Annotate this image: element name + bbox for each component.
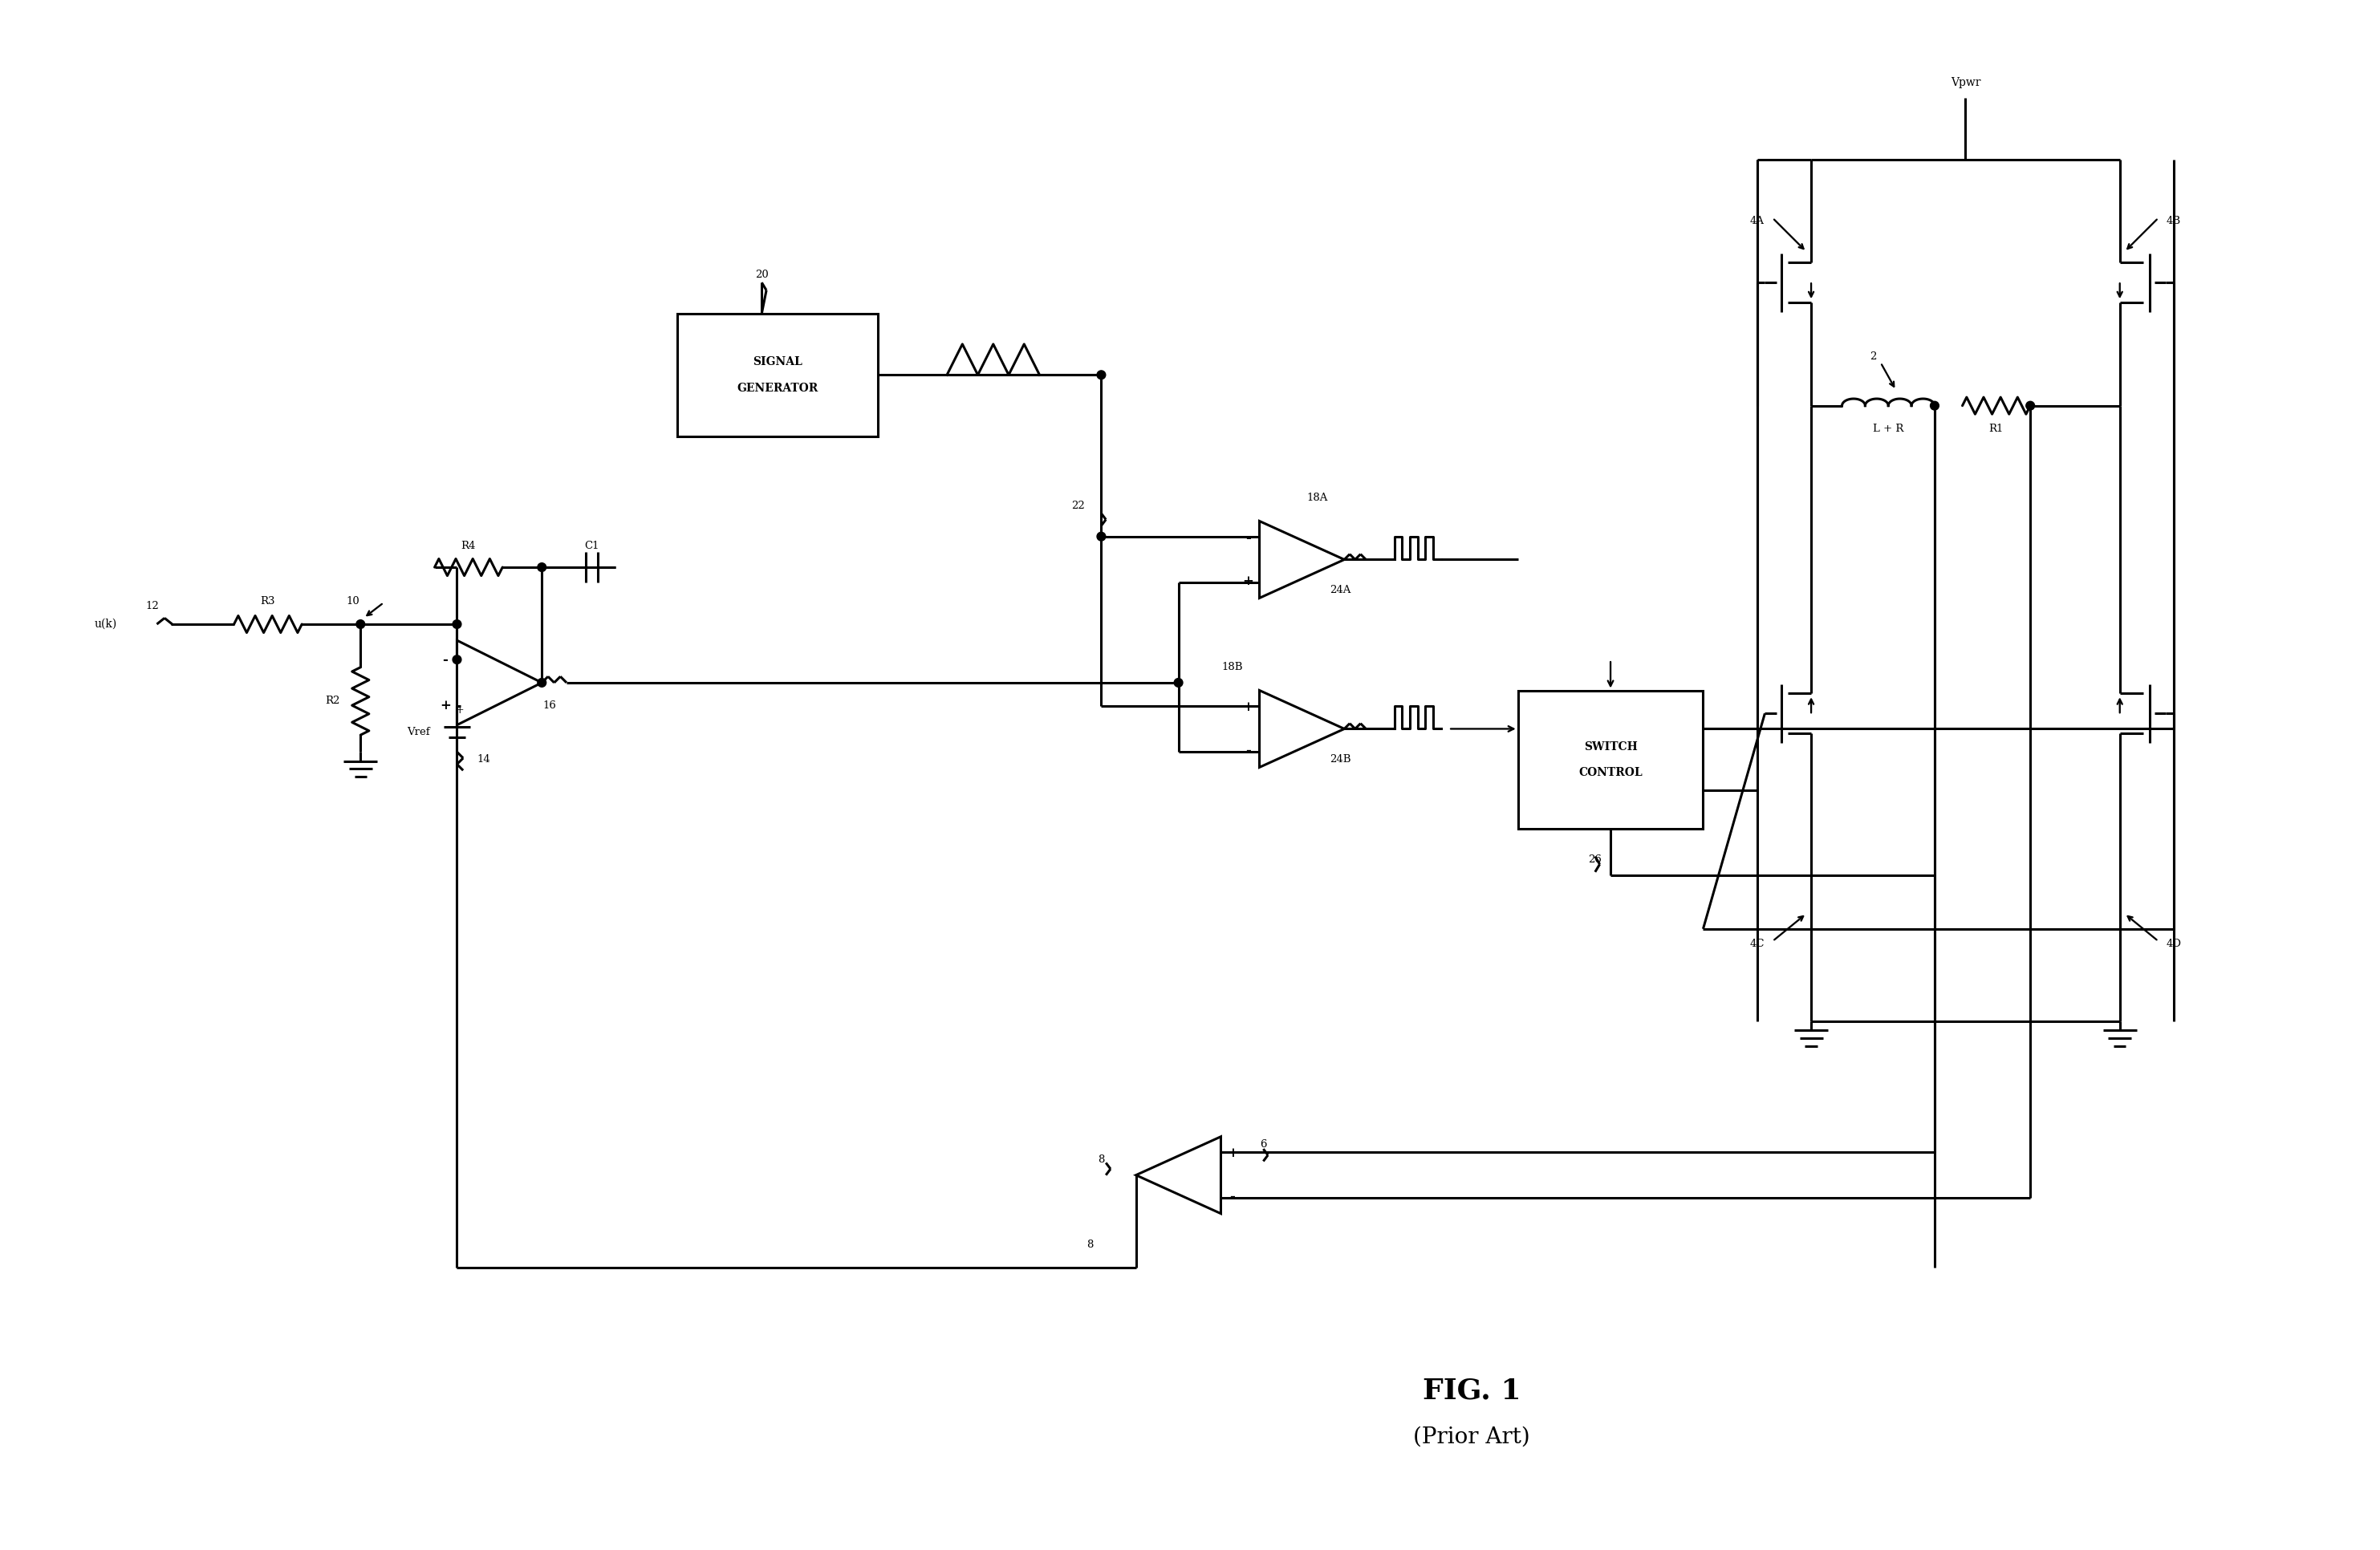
- Text: GENERATOR: GENERATOR: [735, 383, 819, 394]
- Text: 18B: 18B: [1221, 662, 1242, 673]
- Text: C1: C1: [585, 541, 600, 550]
- Text: +: +: [1242, 575, 1254, 587]
- Text: +: +: [440, 699, 450, 713]
- Circle shape: [357, 620, 364, 628]
- Circle shape: [2025, 401, 2035, 411]
- Text: 24B: 24B: [1330, 755, 1352, 764]
- Text: 10: 10: [345, 595, 359, 606]
- FancyBboxPatch shape: [676, 313, 878, 437]
- Circle shape: [1097, 370, 1107, 380]
- Text: 4C: 4C: [1749, 939, 1764, 950]
- Text: 16: 16: [543, 701, 557, 711]
- Text: +: +: [1242, 701, 1254, 715]
- Text: -: -: [1245, 744, 1250, 758]
- Text: u(k): u(k): [95, 618, 117, 629]
- Text: 4B: 4B: [2166, 215, 2180, 226]
- Circle shape: [1097, 532, 1107, 541]
- Circle shape: [1173, 679, 1183, 687]
- Text: R4: R4: [462, 541, 476, 550]
- Text: SWITCH: SWITCH: [1583, 741, 1637, 752]
- Text: +: +: [457, 705, 464, 716]
- Text: 8: 8: [1085, 1238, 1092, 1249]
- Circle shape: [452, 656, 462, 663]
- Text: Vref: Vref: [407, 727, 431, 738]
- Text: R2: R2: [326, 696, 340, 707]
- Text: 20: 20: [754, 270, 769, 281]
- Circle shape: [452, 620, 462, 628]
- Text: R1: R1: [1990, 423, 2004, 434]
- Text: 4D: 4D: [2166, 939, 2182, 950]
- Text: L + R: L + R: [1873, 423, 1904, 434]
- Circle shape: [1930, 401, 1940, 411]
- Text: (Prior Art): (Prior Art): [1414, 1426, 1530, 1448]
- Text: Vpwr: Vpwr: [1952, 78, 1980, 88]
- Text: 12: 12: [145, 600, 159, 611]
- Text: 8: 8: [1097, 1155, 1104, 1166]
- Text: 2: 2: [1871, 352, 1875, 361]
- Text: SIGNAL: SIGNAL: [752, 356, 802, 367]
- Text: FIG. 1: FIG. 1: [1423, 1376, 1521, 1404]
- Circle shape: [538, 679, 545, 687]
- Text: -: -: [1245, 532, 1250, 546]
- Text: 4A: 4A: [1749, 215, 1764, 226]
- Text: CONTROL: CONTROL: [1578, 767, 1642, 778]
- Text: R3: R3: [259, 595, 276, 606]
- FancyBboxPatch shape: [1518, 690, 1704, 829]
- Circle shape: [538, 563, 545, 572]
- Text: -: -: [1230, 1190, 1235, 1203]
- Text: 18A: 18A: [1307, 493, 1328, 504]
- Text: 24A: 24A: [1330, 584, 1352, 595]
- Text: 22: 22: [1071, 501, 1085, 512]
- Text: -: -: [443, 653, 447, 666]
- Text: 26: 26: [1587, 854, 1602, 865]
- Text: 6: 6: [1259, 1139, 1266, 1150]
- Text: +: +: [1226, 1147, 1238, 1161]
- Text: 14: 14: [478, 755, 490, 764]
